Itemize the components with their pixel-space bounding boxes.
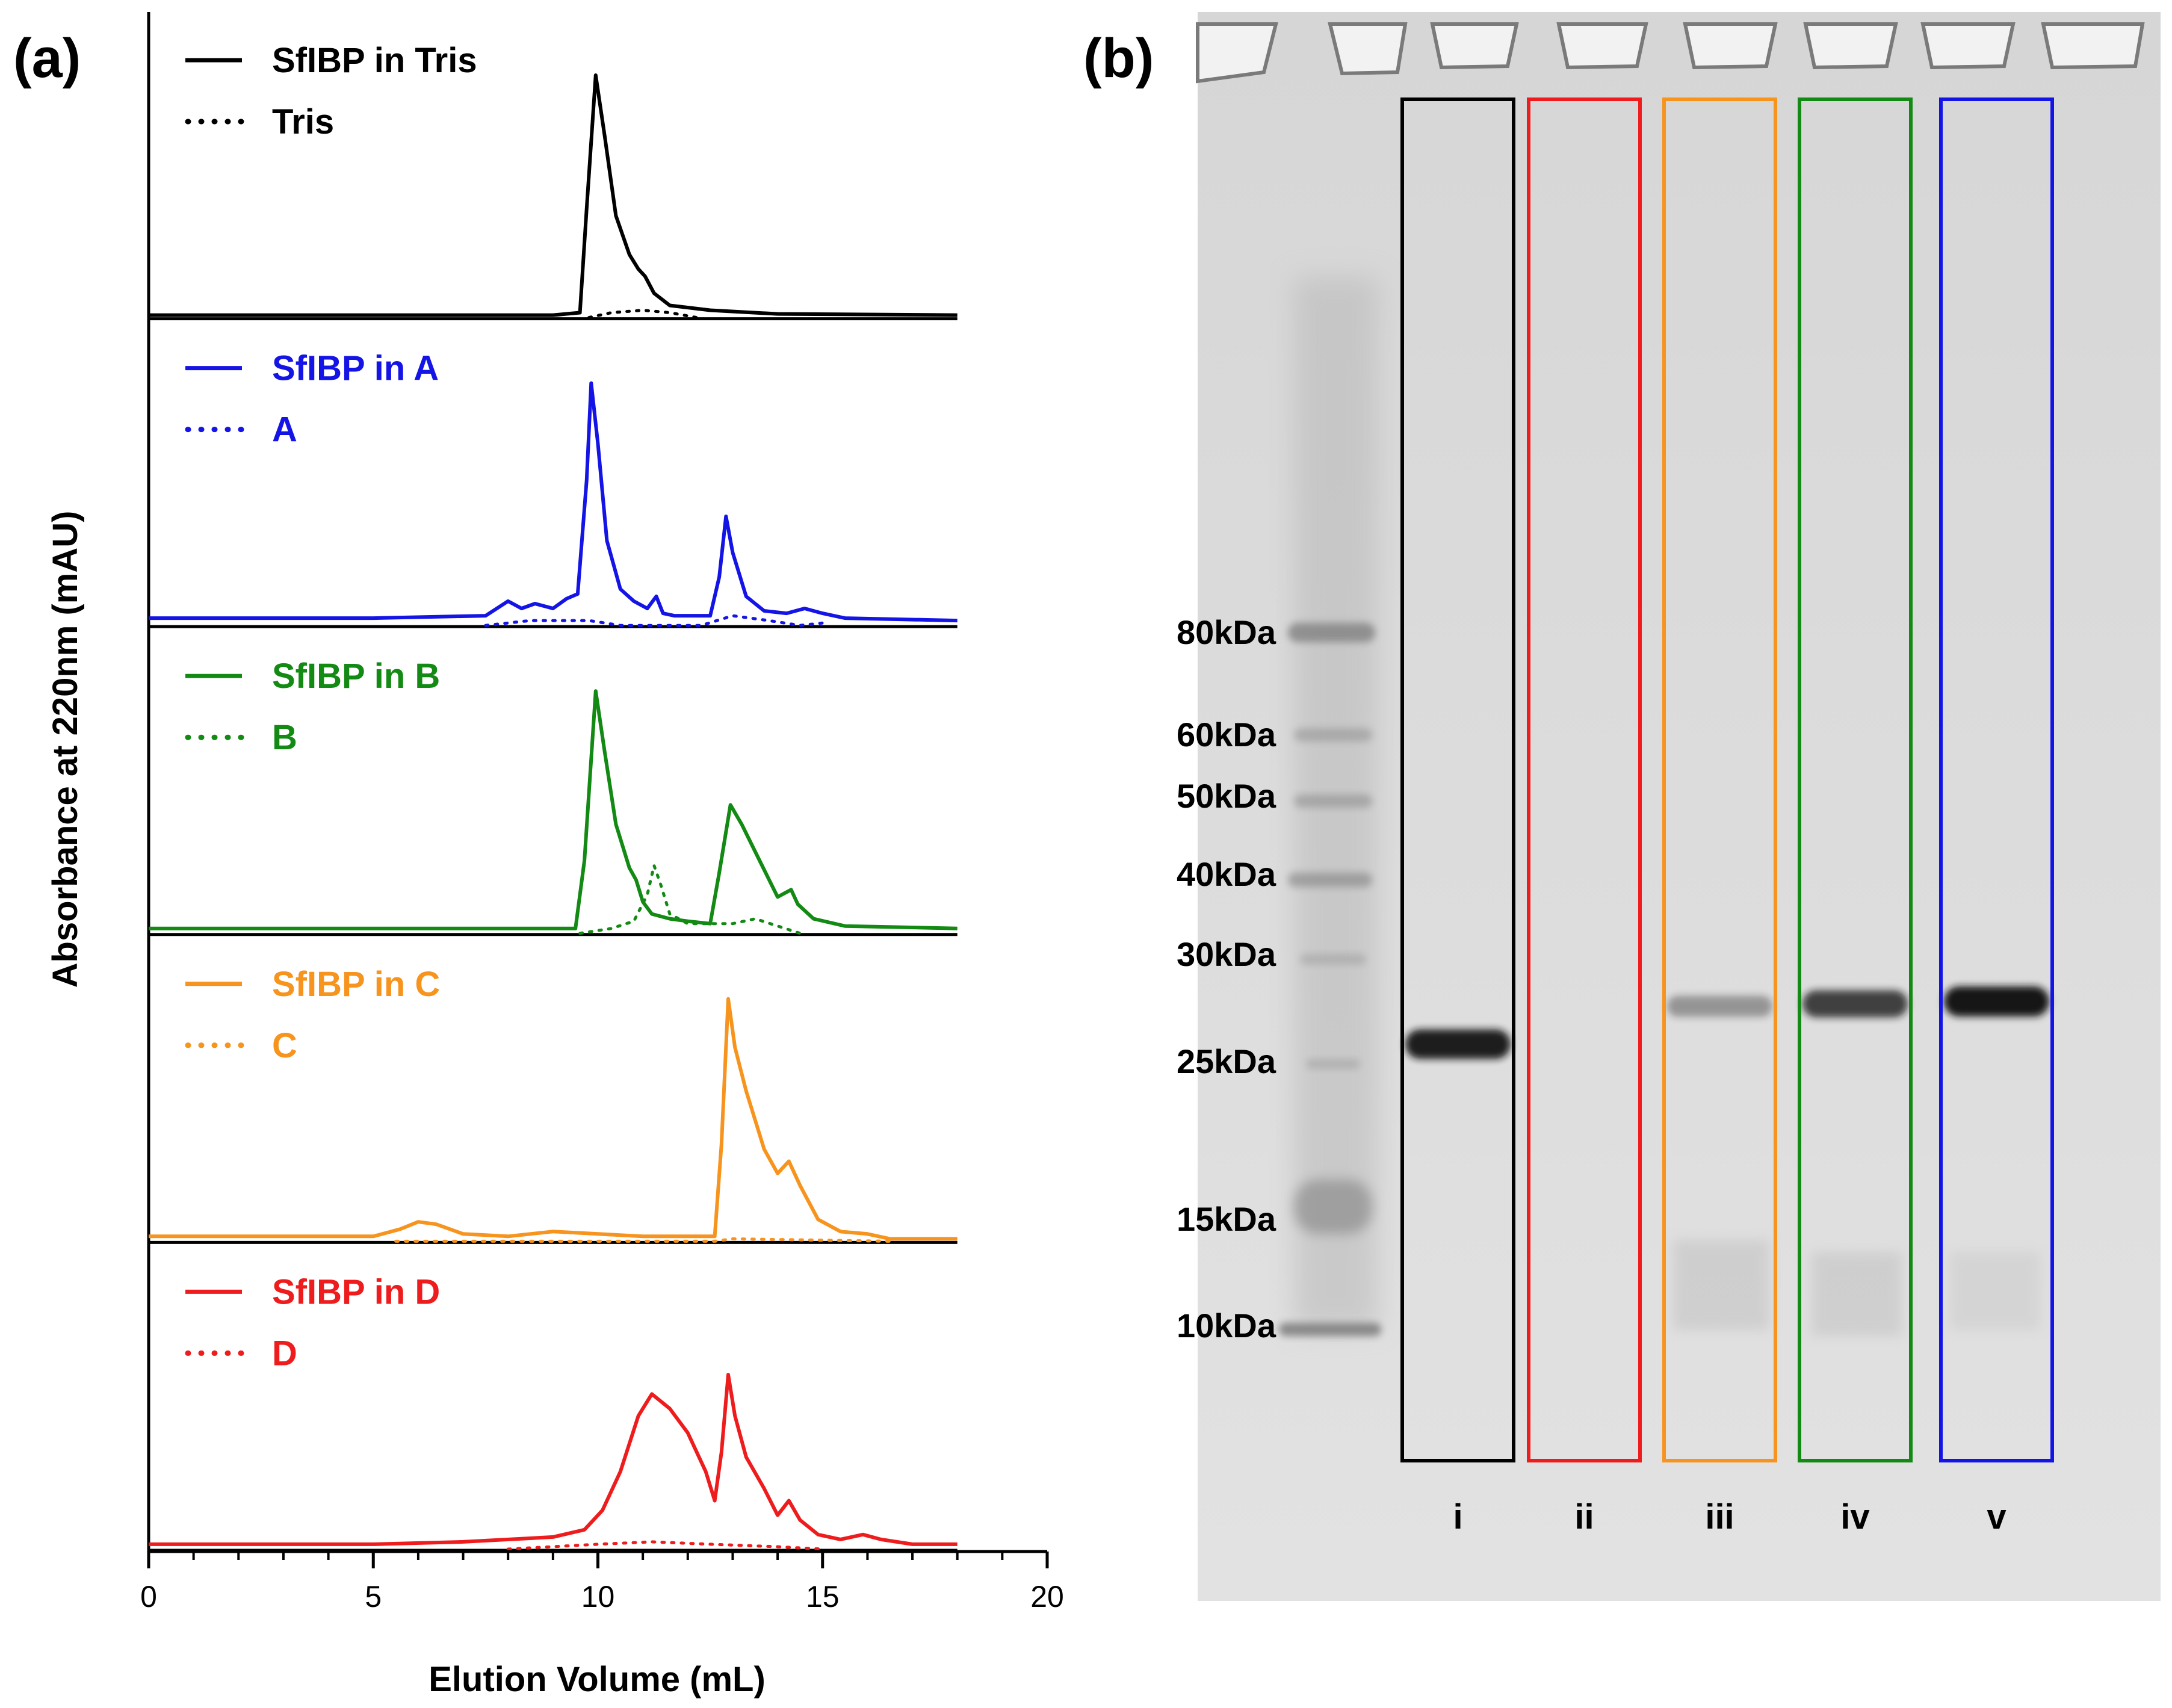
lane-v: v bbox=[1939, 97, 2054, 1536]
panel-a-label: (a) bbox=[13, 28, 81, 89]
lane-iii: iii bbox=[1662, 97, 1777, 1536]
subplot-tris: SfIBP in Tris Tris bbox=[149, 41, 958, 321]
legend-label-buffer: D bbox=[272, 1334, 297, 1373]
legend-label-buffer: B bbox=[272, 718, 297, 757]
x-tick-label: 10 bbox=[581, 1580, 615, 1614]
lane-i: i bbox=[1400, 97, 1515, 1536]
marker-label: 60kDa bbox=[1177, 716, 1276, 753]
series-line-sample bbox=[149, 1373, 958, 1546]
series-line-buffer bbox=[578, 860, 802, 935]
marker-label: 80kDa bbox=[1177, 613, 1276, 651]
lane-ii: ii bbox=[1527, 97, 1642, 1536]
legend-label-buffer: Tris bbox=[272, 102, 334, 141]
protein-band bbox=[1405, 1029, 1511, 1059]
marker-label: 30kDa bbox=[1177, 935, 1276, 973]
legend-label-buffer: C bbox=[272, 1026, 297, 1065]
lane-frame bbox=[1662, 97, 1777, 1462]
marker-label: 40kDa bbox=[1177, 855, 1276, 893]
lane-label: iii bbox=[1705, 1497, 1734, 1536]
subplot-a: SfIBP in A A bbox=[149, 349, 958, 628]
legend-label-sample: SfIBP in D bbox=[272, 1272, 440, 1311]
marker-label: 10kDa bbox=[1177, 1307, 1276, 1344]
legend-label-sample: SfIBP in B bbox=[272, 657, 440, 696]
lane-label: i bbox=[1453, 1497, 1462, 1536]
legend-label-sample: SfIBP in C bbox=[272, 965, 440, 1004]
lane-label: v bbox=[1987, 1497, 2006, 1536]
gel-wells bbox=[1196, 22, 2145, 84]
x-tick-label: 5 bbox=[365, 1580, 382, 1614]
marker-label: 50kDa bbox=[1177, 777, 1276, 815]
gel-lanes: i ii iii iv v bbox=[1400, 97, 2054, 1536]
protein-band bbox=[1944, 986, 2049, 1016]
ladder-bands bbox=[1279, 623, 1381, 1336]
lane-frame bbox=[1798, 97, 1913, 1462]
y-axis-title: Absorbance at 220nm (mAU) bbox=[46, 511, 85, 988]
x-axis-title: Elution Volume (mL) bbox=[429, 1660, 766, 1699]
panel-b-label: (b) bbox=[1083, 28, 1154, 89]
lane-label: ii bbox=[1574, 1497, 1594, 1536]
series-line-buffer bbox=[484, 614, 825, 627]
lane-frame bbox=[1527, 97, 1642, 1462]
marker-label: 25kDa bbox=[1177, 1042, 1276, 1080]
x-tick-label: 15 bbox=[806, 1580, 840, 1614]
protein-band bbox=[1802, 990, 1908, 1018]
marker-label: 15kDa bbox=[1177, 1200, 1276, 1238]
x-tick-label: 0 bbox=[140, 1580, 157, 1614]
series-line-sample bbox=[149, 689, 958, 930]
lane-frame bbox=[1400, 97, 1515, 1462]
legend-label-buffer: A bbox=[272, 410, 297, 450]
series-line-buffer bbox=[394, 1237, 892, 1243]
series-line-sample bbox=[149, 73, 958, 317]
marker-labels: 80kDa 60kDa 50kDa 40kDa 30kDa 25kDa 15kD… bbox=[1177, 613, 1276, 1344]
series-line-sample bbox=[149, 997, 958, 1241]
series-line-sample bbox=[149, 381, 958, 623]
subplot-b: SfIBP in B B bbox=[149, 657, 958, 936]
legend-label-sample: SfIBP in A bbox=[272, 349, 439, 388]
lane-label: iv bbox=[1840, 1497, 1869, 1536]
series-line-buffer bbox=[506, 1540, 825, 1551]
legend-label-sample: SfIBP in Tris bbox=[272, 41, 477, 80]
lane-frame bbox=[1939, 97, 2054, 1462]
x-tick-label: 20 bbox=[1030, 1580, 1064, 1614]
protein-band bbox=[1667, 995, 1772, 1017]
sds-page-gel: 80kDa 60kDa 50kDa 40kDa 30kDa 25kDa 15kD… bbox=[1177, 12, 2161, 1601]
subplot-c: SfIBP in C C bbox=[149, 965, 958, 1244]
lane-iv: iv bbox=[1798, 97, 1913, 1536]
